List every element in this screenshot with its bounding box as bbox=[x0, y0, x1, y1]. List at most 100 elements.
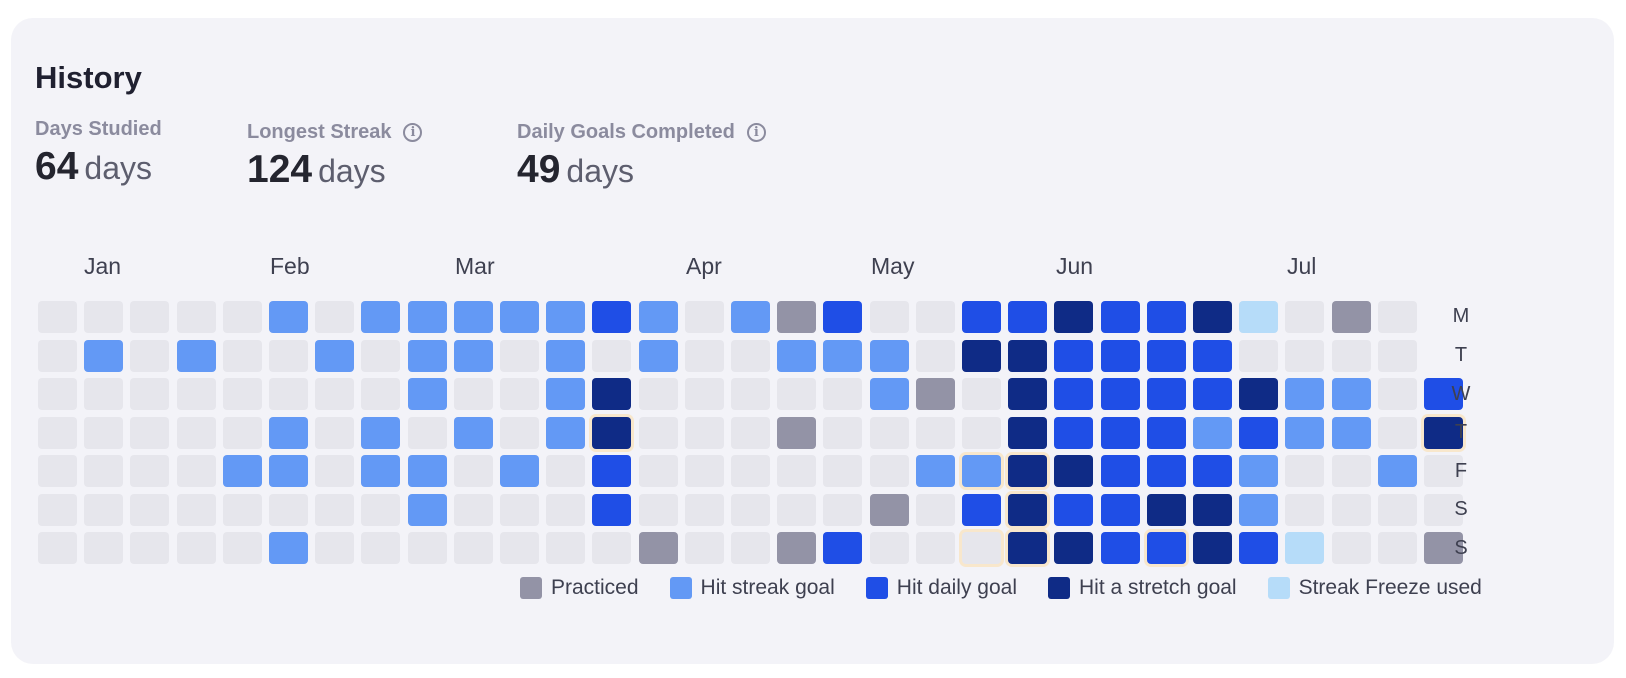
heatmap-cell[interactable] bbox=[1054, 301, 1094, 333]
heatmap-cell[interactable] bbox=[84, 455, 124, 487]
heatmap-cell[interactable] bbox=[500, 493, 539, 526]
heatmap-cell[interactable] bbox=[1239, 493, 1279, 526]
heatmap-cell[interactable] bbox=[38, 378, 77, 410]
heatmap-cell[interactable] bbox=[453, 455, 493, 487]
heatmap-cell[interactable] bbox=[222, 301, 262, 333]
heatmap-cell[interactable] bbox=[869, 532, 909, 564]
heatmap-cell[interactable] bbox=[84, 416, 124, 449]
heatmap-cell[interactable] bbox=[1100, 378, 1140, 410]
heatmap-cell[interactable] bbox=[777, 378, 817, 410]
heatmap-cell[interactable] bbox=[962, 339, 1001, 372]
heatmap-cell[interactable] bbox=[1008, 493, 1048, 526]
heatmap-cell[interactable] bbox=[962, 416, 1001, 449]
heatmap-cell[interactable] bbox=[731, 455, 770, 487]
heatmap-cell[interactable] bbox=[130, 339, 170, 372]
heatmap-cell[interactable] bbox=[777, 493, 817, 526]
heatmap-cell[interactable] bbox=[176, 493, 216, 526]
heatmap-cell[interactable] bbox=[684, 339, 724, 372]
heatmap-cell[interactable] bbox=[500, 378, 539, 410]
heatmap-cell[interactable] bbox=[592, 416, 632, 449]
heatmap-cell[interactable] bbox=[962, 493, 1001, 526]
heatmap-cell[interactable] bbox=[269, 455, 308, 487]
heatmap-cell[interactable] bbox=[1285, 416, 1325, 449]
heatmap-cell[interactable] bbox=[1331, 416, 1371, 449]
heatmap-cell[interactable] bbox=[731, 339, 770, 372]
heatmap-cell[interactable] bbox=[176, 416, 216, 449]
heatmap-cell[interactable] bbox=[1424, 378, 1463, 410]
heatmap-cell[interactable] bbox=[130, 301, 170, 333]
heatmap-cell[interactable] bbox=[1377, 416, 1417, 449]
heatmap-cell[interactable] bbox=[269, 378, 308, 410]
heatmap-cell[interactable] bbox=[823, 455, 863, 487]
heatmap-cell[interactable] bbox=[1331, 378, 1371, 410]
heatmap-cell[interactable] bbox=[315, 301, 355, 333]
heatmap-cell[interactable] bbox=[315, 493, 355, 526]
heatmap-cell[interactable] bbox=[1285, 301, 1325, 333]
heatmap-cell[interactable] bbox=[962, 378, 1001, 410]
heatmap-cell[interactable] bbox=[407, 532, 447, 564]
heatmap-cell[interactable] bbox=[500, 301, 539, 333]
heatmap-cell[interactable] bbox=[638, 339, 678, 372]
heatmap-cell[interactable] bbox=[1331, 339, 1371, 372]
heatmap-cell[interactable] bbox=[38, 339, 77, 372]
heatmap-cell[interactable] bbox=[1193, 493, 1232, 526]
heatmap-cell[interactable] bbox=[638, 493, 678, 526]
heatmap-cell[interactable] bbox=[777, 455, 817, 487]
heatmap-cell[interactable] bbox=[315, 339, 355, 372]
heatmap-cell[interactable] bbox=[176, 532, 216, 564]
heatmap-cell[interactable] bbox=[407, 339, 447, 372]
heatmap-cell[interactable] bbox=[315, 416, 355, 449]
heatmap-cell[interactable] bbox=[915, 455, 955, 487]
heatmap-cell[interactable] bbox=[1146, 455, 1186, 487]
heatmap-cell[interactable] bbox=[592, 493, 632, 526]
heatmap-cell[interactable] bbox=[361, 532, 401, 564]
heatmap-cell[interactable] bbox=[823, 416, 863, 449]
heatmap-cell[interactable] bbox=[1424, 532, 1463, 564]
heatmap-cell[interactable] bbox=[1100, 455, 1140, 487]
heatmap-cell[interactable] bbox=[1331, 532, 1371, 564]
heatmap-cell[interactable] bbox=[1100, 339, 1140, 372]
heatmap-cell[interactable] bbox=[546, 493, 586, 526]
heatmap-cell[interactable] bbox=[500, 532, 539, 564]
heatmap-cell[interactable] bbox=[823, 301, 863, 333]
heatmap-cell[interactable] bbox=[684, 455, 724, 487]
heatmap-cell[interactable] bbox=[38, 301, 77, 333]
heatmap-cell[interactable] bbox=[38, 532, 77, 564]
heatmap-cell[interactable] bbox=[1193, 532, 1232, 564]
heatmap-cell[interactable] bbox=[84, 378, 124, 410]
heatmap-cell[interactable] bbox=[130, 416, 170, 449]
heatmap-cell[interactable] bbox=[1146, 339, 1186, 372]
heatmap-cell[interactable] bbox=[1239, 339, 1279, 372]
heatmap-cell[interactable] bbox=[684, 301, 724, 333]
heatmap-cell[interactable] bbox=[1193, 339, 1232, 372]
heatmap-cell[interactable] bbox=[1239, 301, 1279, 333]
heatmap-cell[interactable] bbox=[1146, 493, 1186, 526]
heatmap-cell[interactable] bbox=[500, 339, 539, 372]
heatmap-cell[interactable] bbox=[1377, 339, 1417, 372]
heatmap-cell[interactable] bbox=[1100, 532, 1140, 564]
heatmap-cell[interactable] bbox=[1424, 493, 1463, 526]
heatmap-cell[interactable] bbox=[1008, 301, 1048, 333]
heatmap-cell[interactable] bbox=[684, 378, 724, 410]
heatmap-cell[interactable] bbox=[777, 416, 817, 449]
heatmap-cell[interactable] bbox=[222, 532, 262, 564]
heatmap-cell[interactable] bbox=[638, 455, 678, 487]
heatmap-cell[interactable] bbox=[777, 339, 817, 372]
heatmap-cell[interactable] bbox=[38, 493, 77, 526]
heatmap-cell[interactable] bbox=[869, 378, 909, 410]
heatmap-cell[interactable] bbox=[1054, 455, 1094, 487]
heatmap-cell[interactable] bbox=[407, 378, 447, 410]
heatmap-cell[interactable] bbox=[869, 493, 909, 526]
heatmap-cell[interactable] bbox=[453, 339, 493, 372]
heatmap-cell[interactable] bbox=[1100, 301, 1140, 333]
heatmap-cell[interactable] bbox=[731, 378, 770, 410]
heatmap-cell[interactable] bbox=[407, 301, 447, 333]
heatmap-cell[interactable] bbox=[638, 301, 678, 333]
heatmap-cell[interactable] bbox=[453, 378, 493, 410]
info-icon[interactable]: i bbox=[746, 123, 766, 142]
heatmap-cell[interactable] bbox=[269, 301, 308, 333]
heatmap-cell[interactable] bbox=[1239, 532, 1279, 564]
heatmap-cell[interactable] bbox=[1285, 493, 1325, 526]
heatmap-cell[interactable] bbox=[731, 493, 770, 526]
heatmap-cell[interactable] bbox=[84, 339, 124, 372]
